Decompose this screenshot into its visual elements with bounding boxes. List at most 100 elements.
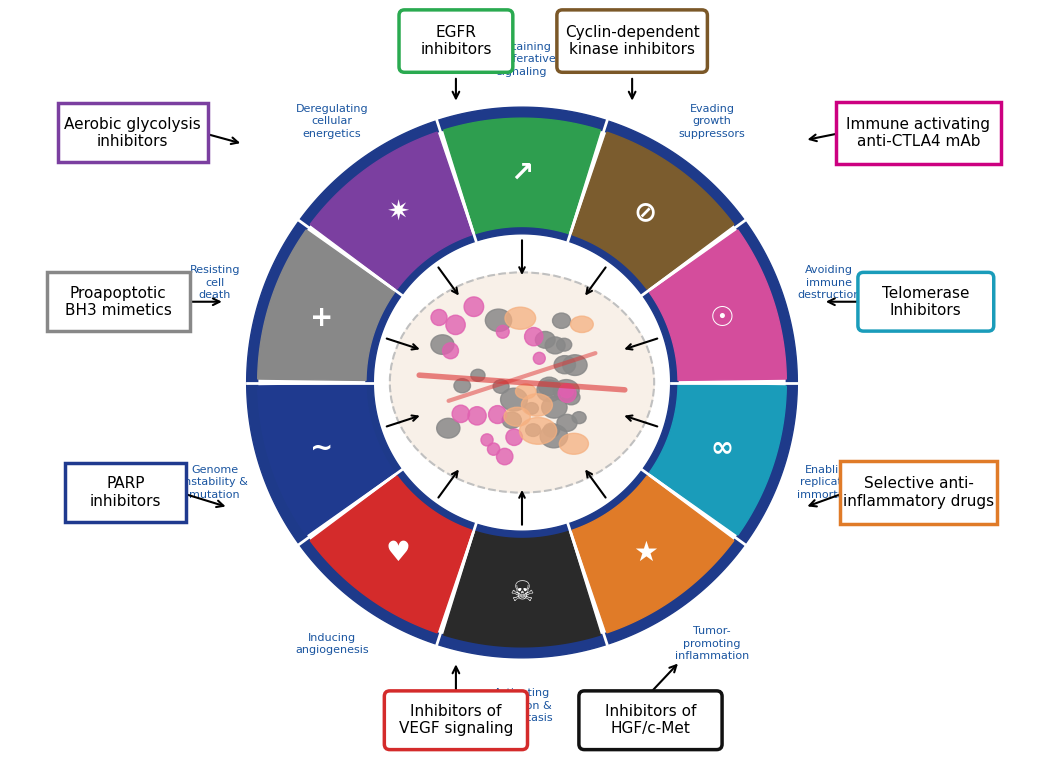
FancyBboxPatch shape <box>556 10 708 72</box>
Ellipse shape <box>493 379 509 393</box>
Ellipse shape <box>485 309 512 331</box>
Text: ★: ★ <box>633 539 658 567</box>
Polygon shape <box>572 132 734 289</box>
Ellipse shape <box>536 331 555 348</box>
Ellipse shape <box>500 388 527 411</box>
FancyBboxPatch shape <box>858 272 994 331</box>
Ellipse shape <box>505 308 536 329</box>
Text: Enabling
replicative
immortality: Enabling replicative immortality <box>797 465 861 500</box>
Ellipse shape <box>520 418 556 444</box>
Text: ✷: ✷ <box>387 198 410 226</box>
Ellipse shape <box>465 297 483 317</box>
Text: Resisting
cell
death: Resisting cell death <box>190 265 240 300</box>
Ellipse shape <box>554 356 575 374</box>
Ellipse shape <box>506 429 522 445</box>
Polygon shape <box>310 476 472 633</box>
Polygon shape <box>649 230 786 380</box>
Text: Evading
growth
suppressors: Evading growth suppressors <box>679 104 745 138</box>
Ellipse shape <box>443 343 458 359</box>
Ellipse shape <box>489 405 506 424</box>
Ellipse shape <box>431 310 447 325</box>
Ellipse shape <box>471 369 485 381</box>
Text: Activating
invasion &
metastasis: Activating invasion & metastasis <box>492 688 552 723</box>
Text: ☉: ☉ <box>710 304 734 331</box>
FancyBboxPatch shape <box>836 102 1001 164</box>
Text: +: + <box>310 304 334 331</box>
Ellipse shape <box>525 402 539 414</box>
Ellipse shape <box>552 313 570 328</box>
Polygon shape <box>258 230 395 380</box>
FancyBboxPatch shape <box>47 272 190 331</box>
FancyBboxPatch shape <box>384 691 527 750</box>
Ellipse shape <box>563 390 580 405</box>
FancyBboxPatch shape <box>399 10 513 72</box>
Text: Immune activating
anti-CTLA4 mAb: Immune activating anti-CTLA4 mAb <box>847 116 991 149</box>
Polygon shape <box>649 385 786 535</box>
Ellipse shape <box>389 272 655 493</box>
Ellipse shape <box>545 337 565 354</box>
Text: Inhibitors of
VEGF signaling: Inhibitors of VEGF signaling <box>399 704 513 737</box>
Ellipse shape <box>553 379 579 402</box>
Text: Cyclin-dependent
kinase inhibitors: Cyclin-dependent kinase inhibitors <box>565 25 699 57</box>
Ellipse shape <box>468 407 487 425</box>
Text: Deregulating
cellular
energetics: Deregulating cellular energetics <box>295 104 369 138</box>
Ellipse shape <box>556 338 572 351</box>
Polygon shape <box>310 132 472 289</box>
Polygon shape <box>444 532 600 647</box>
Text: Inhibitors of
HGF/c-Met: Inhibitors of HGF/c-Met <box>604 704 696 737</box>
Text: Proapoptotic
BH3 mimetics: Proapoptotic BH3 mimetics <box>65 285 171 318</box>
Text: Inducing
angiogenesis: Inducing angiogenesis <box>295 633 369 655</box>
Ellipse shape <box>516 384 536 399</box>
Polygon shape <box>258 385 395 535</box>
Ellipse shape <box>570 316 593 333</box>
Polygon shape <box>246 107 798 658</box>
Ellipse shape <box>446 315 466 334</box>
Ellipse shape <box>521 394 552 416</box>
Text: Aerobic glycolysis
inhibitors: Aerobic glycolysis inhibitors <box>65 116 201 149</box>
Ellipse shape <box>556 415 577 431</box>
FancyBboxPatch shape <box>579 691 722 750</box>
Ellipse shape <box>542 396 567 418</box>
Text: ⊘: ⊘ <box>634 198 657 226</box>
Polygon shape <box>572 476 734 633</box>
Ellipse shape <box>540 425 568 448</box>
Ellipse shape <box>488 443 500 455</box>
Ellipse shape <box>539 377 560 396</box>
Text: ∼: ∼ <box>310 434 334 461</box>
Ellipse shape <box>431 335 454 354</box>
Text: Genome
instability &
mutation: Genome instability & mutation <box>182 465 248 500</box>
FancyBboxPatch shape <box>65 464 186 522</box>
Text: Selective anti-
inflammatory drugs: Selective anti- inflammatory drugs <box>843 477 994 509</box>
Text: ☠: ☠ <box>509 578 535 607</box>
Text: EGFR
inhibitors: EGFR inhibitors <box>420 25 492 57</box>
Ellipse shape <box>559 385 576 402</box>
Text: Avoiding
immune
destruction: Avoiding immune destruction <box>798 265 861 300</box>
Ellipse shape <box>454 379 471 392</box>
Text: ↗: ↗ <box>511 158 533 187</box>
Ellipse shape <box>572 412 586 424</box>
Ellipse shape <box>481 434 493 446</box>
Text: ♥: ♥ <box>386 539 411 567</box>
Ellipse shape <box>502 412 521 428</box>
Ellipse shape <box>560 384 573 398</box>
Ellipse shape <box>537 380 562 402</box>
Text: Tumor-
promoting
inflammation: Tumor- promoting inflammation <box>674 627 749 661</box>
Text: PARP
inhibitors: PARP inhibitors <box>90 477 161 509</box>
Ellipse shape <box>452 405 470 422</box>
Text: ∞: ∞ <box>710 434 734 461</box>
Ellipse shape <box>563 355 587 376</box>
Ellipse shape <box>504 407 530 426</box>
FancyBboxPatch shape <box>839 461 997 524</box>
Ellipse shape <box>497 448 513 465</box>
Ellipse shape <box>436 418 460 438</box>
Text: Sustaining
proliferative
signaling: Sustaining proliferative signaling <box>489 42 555 76</box>
Ellipse shape <box>560 433 589 454</box>
Polygon shape <box>444 118 600 233</box>
Ellipse shape <box>496 325 509 338</box>
Ellipse shape <box>544 423 560 437</box>
FancyBboxPatch shape <box>57 103 208 162</box>
Text: Telomerase
Inhibitors: Telomerase Inhibitors <box>882 285 970 318</box>
Ellipse shape <box>524 327 543 346</box>
Ellipse shape <box>526 424 541 437</box>
Polygon shape <box>366 226 678 539</box>
